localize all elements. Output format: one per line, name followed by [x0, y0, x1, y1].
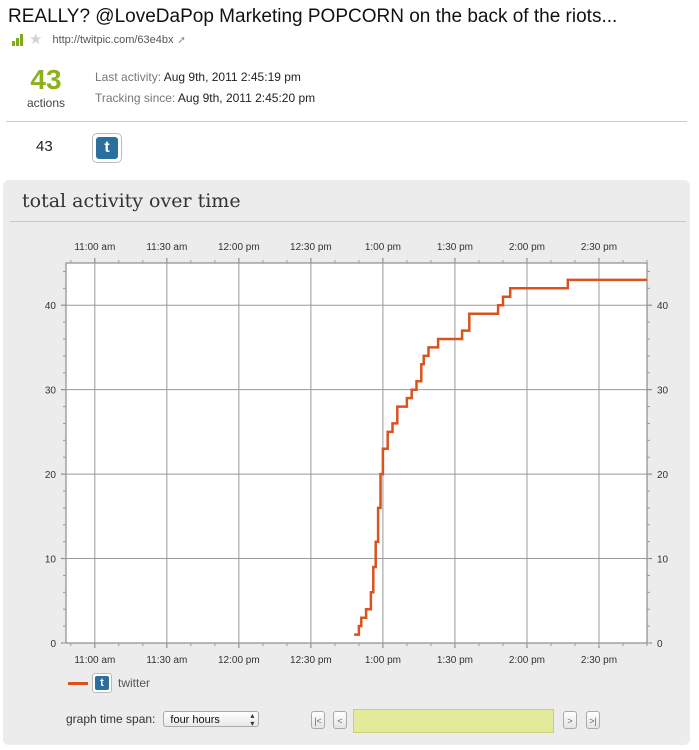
tracking-since-value: Aug 9th, 2011 2:45:20 pm [177, 91, 316, 105]
x-tick-label-top: 2:00 pm [509, 242, 545, 253]
x-tick-label-top: 1:30 pm [437, 242, 473, 253]
x-tick-label-bottom: 2:00 pm [509, 655, 545, 666]
x-tick-label-bottom: 2:30 pm [581, 655, 617, 666]
y-tick-label-right: 10 [657, 555, 669, 566]
legend-swatch [68, 681, 88, 685]
y-ticks-right: 0 10 20 30 40 [647, 270, 669, 650]
time-range-slider[interactable] [353, 709, 554, 733]
x-tick-label-bottom: 1:30 pm [437, 655, 473, 666]
series-line-twitter [354, 278, 647, 636]
actions-label: actions [26, 96, 66, 110]
chart-legend: t twitter [68, 673, 150, 693]
x-tick-label-bottom: 12:00 pm [218, 655, 260, 666]
y-tick-label-left: 0 [50, 639, 56, 650]
x-tick-label-bottom: 11:30 am [146, 655, 187, 666]
url-row: ★ http://twitpic.com/63e4bx ➚ [12, 32, 186, 48]
last-page-button[interactable]: >| [586, 711, 600, 729]
y-tick-label-left: 40 [45, 301, 57, 312]
select-arrows-icon: ▴ ▾ [250, 711, 255, 728]
y-tick-label-left: 30 [45, 386, 57, 397]
next-page-button[interactable]: > [563, 711, 577, 729]
tracking-since-label: Tracking since: [95, 91, 176, 105]
x-tick-label-top: 1:00 pm [365, 242, 401, 253]
last-activity: Last activity: Aug 9th, 2011 2:45:19 pm [95, 70, 301, 84]
time-span-label: graph time span: [66, 712, 156, 726]
x-tick-label-bottom: 12:30 pm [290, 655, 332, 666]
legend-label: twitter [118, 676, 151, 690]
x-tick-label-top: 2:30 pm [581, 242, 617, 253]
y-tick-label-right: 20 [657, 470, 669, 481]
x-ticks-top: 11:00 am 11:30 am 12:00 pm 12:30 pm 1:00 pm 1… [70, 242, 648, 263]
external-link-icon[interactable]: ➚ [177, 34, 186, 46]
y-tick-label-right: 30 [657, 386, 669, 397]
panel-title: total activity over time [22, 190, 241, 212]
x-tick-label-top: 11:30 am [146, 242, 187, 253]
grid [66, 263, 647, 643]
x-tick-label-bottom: 11:00 am [74, 655, 115, 666]
tracking-since: Tracking since: Aug 9th, 2011 2:45:20 pm [95, 91, 315, 105]
x-tick-label-top: 12:30 pm [290, 242, 332, 253]
y-tick-label-left: 10 [45, 555, 57, 566]
time-span-value: four hours [170, 714, 220, 726]
time-span-select[interactable]: four hours ▴ ▾ [163, 711, 260, 728]
page-title: REALLY? @LoveDaPop Marketing POPCORN on … [8, 6, 618, 27]
x-tick-label-top: 12:00 pm [218, 242, 260, 253]
y-ticks-left: 0 10 20 30 40 [45, 270, 66, 650]
item-url-link[interactable]: http://twitpic.com/63e4bx [52, 34, 174, 46]
twitter-icon: t [96, 137, 118, 159]
twitter-icon: t [95, 676, 109, 690]
y-tick-label-left: 20 [45, 470, 57, 481]
twitter-filter-button[interactable]: t [92, 133, 122, 163]
last-activity-label: Last activity: [95, 70, 162, 84]
divider [6, 121, 687, 122]
plot-area [65, 262, 648, 644]
legend-service-icon: t [92, 673, 112, 693]
x-ticks-bottom: 11:00 am 11:30 am 12:00 pm 12:30 pm 1:00 pm 1… [70, 643, 648, 666]
x-tick-label-top: 11:00 am [74, 242, 115, 253]
first-page-button[interactable]: |< [311, 711, 325, 729]
last-activity-value: Aug 9th, 2011 2:45:19 pm [163, 70, 301, 84]
service-count-twitter: 43 [36, 138, 53, 155]
y-tick-label-right: 40 [657, 301, 669, 312]
x-tick-label-bottom: 1:00 pm [365, 655, 401, 666]
y-tick-label-right: 0 [657, 639, 663, 650]
prev-page-button[interactable]: < [333, 711, 347, 729]
signal-bars-icon [12, 34, 23, 46]
star-icon[interactable]: ★ [29, 31, 43, 48]
time-span-controls: graph time span: four hours ▴ ▾ [66, 711, 260, 728]
panel-divider [10, 221, 686, 222]
actions-count: 43 [30, 64, 62, 95]
